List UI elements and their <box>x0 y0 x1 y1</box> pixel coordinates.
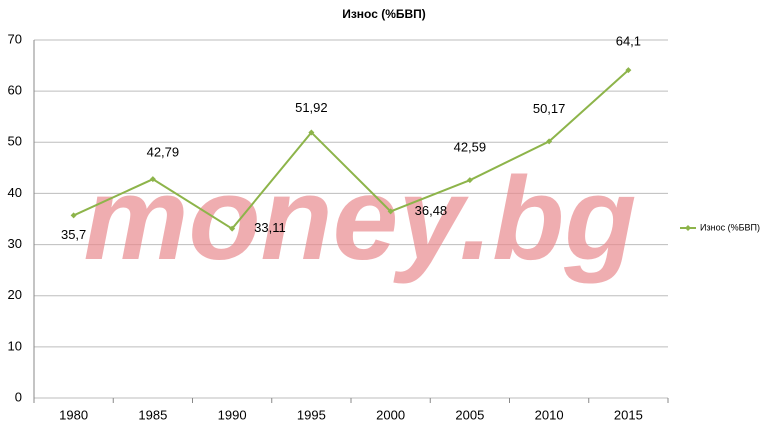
data-label: 42,79 <box>147 145 180 160</box>
y-tick-label: 0 <box>15 389 22 404</box>
marker <box>625 67 632 74</box>
data-label: 42,59 <box>454 140 487 155</box>
x-tick-label: 2005 <box>455 407 484 422</box>
y-tick-label: 50 <box>8 134 22 149</box>
x-tick-label: 1980 <box>59 407 88 422</box>
series-line <box>73 69 630 230</box>
y-tick-label: 20 <box>8 287 22 302</box>
watermark: money.bg <box>84 153 637 285</box>
marker <box>466 177 473 184</box>
y-tick-label: 40 <box>8 185 22 200</box>
x-tick-label: 2015 <box>614 407 643 422</box>
x-tick-label: 2010 <box>535 407 564 422</box>
chart-title: Износ (%БВП) <box>342 7 426 21</box>
data-label: 50,17 <box>533 101 566 116</box>
legend-label: Износ (%БВП) <box>700 222 760 232</box>
y-tick-label: 30 <box>8 236 22 251</box>
marker <box>70 212 77 219</box>
x-tick-label: 1995 <box>297 407 326 422</box>
data-label: 33,11 <box>254 220 286 235</box>
y-tick-label: 10 <box>8 338 22 353</box>
y-tick-label: 60 <box>8 83 22 98</box>
legend-marker <box>685 225 691 231</box>
marker <box>387 208 394 215</box>
data-label: 35,7 <box>61 227 86 242</box>
marker <box>308 129 315 136</box>
marker <box>546 138 553 145</box>
data-label: 36,48 <box>415 203 448 218</box>
data-label: 51,92 <box>295 100 328 115</box>
x-tick-label: 2000 <box>376 407 405 422</box>
x-tick-label: 1990 <box>218 407 247 422</box>
marker <box>229 225 236 232</box>
marker <box>149 176 156 183</box>
data-label: 64,1 <box>616 34 641 49</box>
x-tick-label: 1985 <box>138 407 167 422</box>
y-tick-label: 70 <box>8 31 22 46</box>
